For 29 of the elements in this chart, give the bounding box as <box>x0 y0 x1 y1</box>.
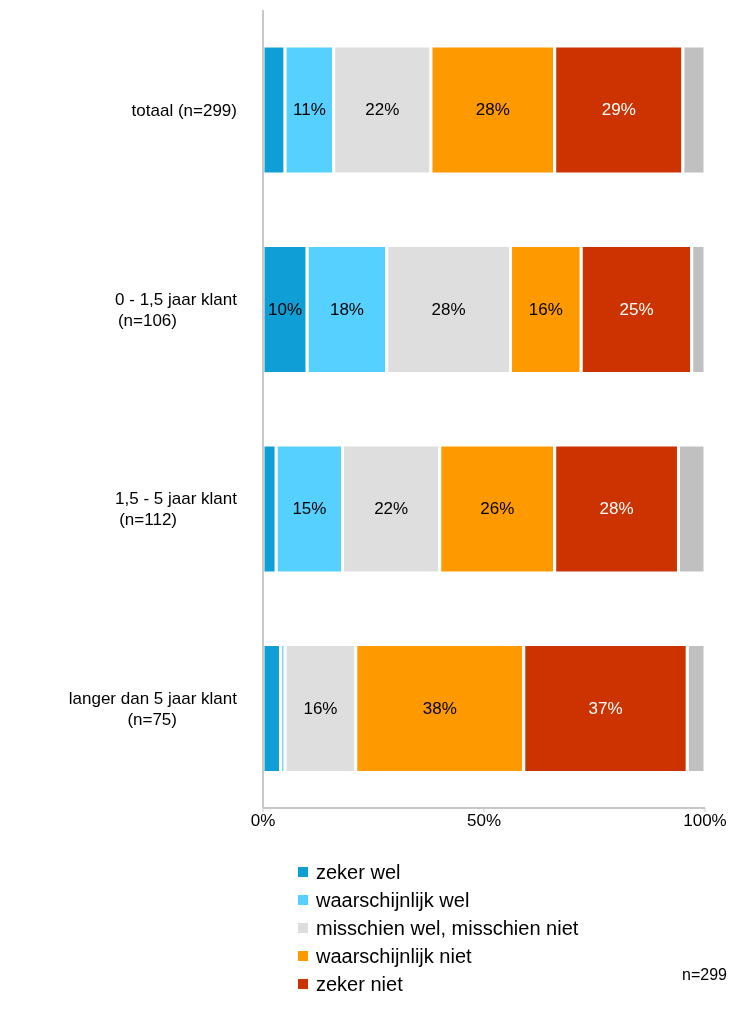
text: n=299 <box>682 966 727 984</box>
data-label: 15% <box>292 499 327 519</box>
data-label: 18% <box>329 299 364 319</box>
data-label: 11% <box>293 100 326 120</box>
legend-label: waarschijnlijk niet <box>316 944 472 969</box>
data-label: 22% <box>365 100 400 120</box>
data-label: 16% <box>528 299 563 319</box>
data-label: 37% <box>588 698 623 718</box>
data-label: 28% <box>475 100 510 120</box>
data-label: 28% <box>599 499 634 519</box>
data-label: 26% <box>480 499 515 519</box>
legend-label: zeker wel <box>316 860 401 885</box>
legend-label: waarschijnlijk wel <box>316 888 470 913</box>
data-label: 16% <box>303 698 338 718</box>
data-label: 28% <box>431 299 466 319</box>
data-label: 29% <box>601 100 636 120</box>
y-tick-label: 0 - 1,5 jaar klant (n=106) <box>115 289 238 330</box>
data-label: 25% <box>619 299 654 319</box>
legend-label: misschien wel, misschien niet <box>316 916 579 941</box>
data-label: 38% <box>422 698 457 718</box>
x-tick-label: 50% <box>466 811 502 831</box>
x-tick-label: 0% <box>250 811 276 831</box>
x-tick-label: 100% <box>683 811 727 831</box>
legend-label: zeker niet <box>316 972 403 997</box>
data-label: 10% <box>268 299 303 319</box>
data-label: 22% <box>374 499 409 519</box>
y-tick-label: langer dan 5 jaar klant (n=75) <box>68 688 238 729</box>
y-tick-label: totaal (n=299) <box>131 100 237 120</box>
y-tick-label: 1,5 - 5 jaar klant (n=112) <box>115 488 238 529</box>
